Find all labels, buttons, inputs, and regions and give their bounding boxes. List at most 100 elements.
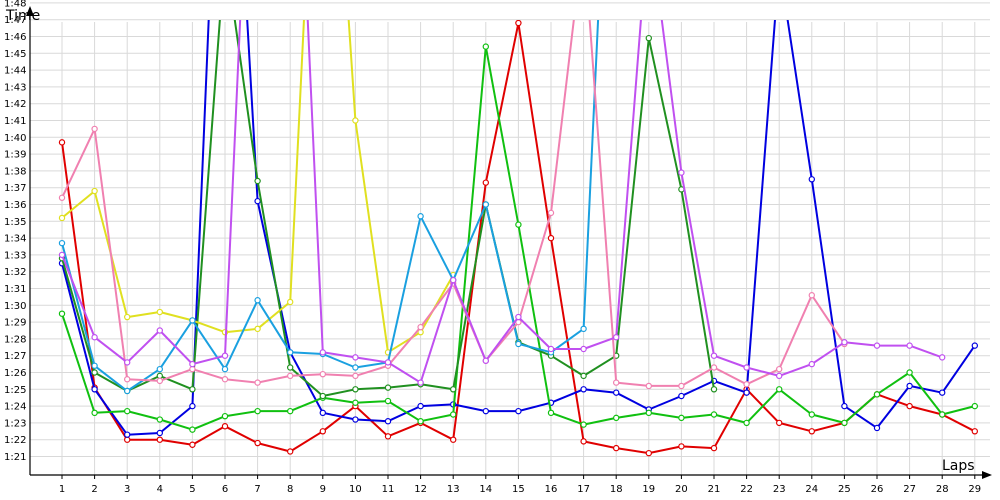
data-point: [580, 386, 587, 393]
y-tick-label: 1:22: [4, 435, 26, 446]
data-point: [808, 428, 816, 435]
data-point: [91, 187, 98, 195]
x-tick-label: 4: [157, 484, 163, 495]
data-point: [123, 431, 131, 438]
y-tick-label: 1:38: [4, 166, 26, 177]
x-tick-label: 6: [222, 484, 228, 495]
data-point: [710, 352, 718, 359]
data-point: [841, 402, 848, 410]
data-point: [352, 399, 359, 406]
data-point: [254, 197, 261, 205]
data-point: [221, 412, 229, 420]
data-point: [580, 345, 587, 353]
data-point: [678, 169, 685, 176]
data-point: [156, 365, 163, 373]
data-point: [91, 334, 98, 341]
x-tick-label: 23: [773, 484, 786, 495]
x-tick-label: 14: [479, 484, 492, 495]
y-tick-label: 1:40: [4, 133, 26, 144]
data-point: [189, 441, 196, 448]
data-point: [221, 376, 229, 383]
data-point: [384, 418, 392, 425]
data-point: [91, 386, 98, 393]
x-tick-labels: 1 2 3 4 5 6 7 8 9 10 11 12 13 14 15 16 17 18 19 20 21 22 23 24 2…: [59, 484, 981, 495]
data-point: [906, 402, 913, 410]
y-tick-label: 1:46: [4, 32, 26, 43]
data-point: [156, 327, 163, 334]
x-tick-label: 10: [349, 484, 362, 495]
x-tick-label: 11: [382, 484, 395, 495]
series-line: [61, 20, 943, 384]
data-point: [906, 382, 913, 390]
data-point: [417, 379, 424, 386]
data-point: [189, 386, 196, 393]
x-tick-label: 21: [708, 484, 721, 495]
x-tick-label: 13: [447, 484, 460, 495]
data-point: [971, 428, 979, 435]
y-tick-label: 1:36: [4, 200, 26, 211]
data-point: [58, 310, 66, 317]
data-point: [189, 317, 196, 324]
data-point: [287, 372, 294, 380]
y-tick-label: 1:31: [4, 284, 26, 295]
data-point: [547, 409, 555, 417]
data-point: [58, 214, 66, 222]
data-point: [58, 251, 66, 259]
data-point: [319, 409, 326, 417]
data-point: [580, 325, 587, 333]
data-point: [319, 428, 326, 435]
data-point: [613, 334, 620, 341]
y-tick-label: 1:25: [4, 385, 26, 396]
data-point: [189, 365, 196, 373]
data-point: [123, 313, 131, 321]
data-point: [710, 386, 718, 393]
data-point: [906, 369, 913, 376]
data-point: [352, 364, 359, 371]
series-8: [58, 20, 946, 386]
data-point: [58, 139, 66, 146]
y-tick-label: 1:33: [4, 250, 26, 261]
y-tick-label: 1:26: [4, 368, 26, 379]
y-tick-label: 1:45: [4, 49, 26, 60]
data-point: [906, 342, 913, 349]
x-tick-label: 7: [254, 484, 260, 495]
data-point: [971, 402, 979, 410]
x-tick-label: 27: [903, 484, 916, 495]
y-tick-label: 1:21: [4, 452, 26, 463]
x-tick-label: 8: [287, 484, 293, 495]
data-point: [417, 418, 424, 425]
data-point: [515, 313, 522, 321]
data-point: [352, 354, 359, 361]
data-point: [156, 372, 163, 380]
y-tick-label: 1:27: [4, 351, 26, 362]
data-point: [515, 221, 522, 228]
y-axis-title: Time: [5, 8, 40, 24]
data-point: [384, 384, 392, 391]
data-point: [156, 416, 163, 423]
x-tick-label: 17: [577, 484, 590, 495]
data-point: [743, 389, 750, 396]
data-point: [123, 359, 131, 366]
data-point: [123, 387, 131, 395]
data-point: [710, 364, 718, 371]
data-point: [678, 414, 685, 422]
data-point: [743, 419, 750, 427]
y-tick-label: 1:44: [4, 66, 26, 77]
x-tick-label: 15: [512, 484, 525, 495]
data-point: [743, 364, 750, 371]
data-point: [547, 209, 555, 217]
data-point: [123, 376, 131, 383]
data-point: [254, 379, 261, 386]
data-point: [743, 381, 750, 388]
data-point: [971, 342, 979, 349]
data-point: [189, 360, 196, 368]
data-point: [678, 382, 685, 390]
data-point: [417, 323, 424, 331]
y-tick-label: 1:42: [4, 99, 26, 110]
data-point: [645, 449, 653, 457]
data-point: [482, 201, 489, 208]
data-point: [123, 407, 131, 415]
x-tick-label: 22: [740, 484, 753, 495]
x-tick-label: 20: [675, 484, 688, 495]
data-point: [319, 370, 326, 378]
